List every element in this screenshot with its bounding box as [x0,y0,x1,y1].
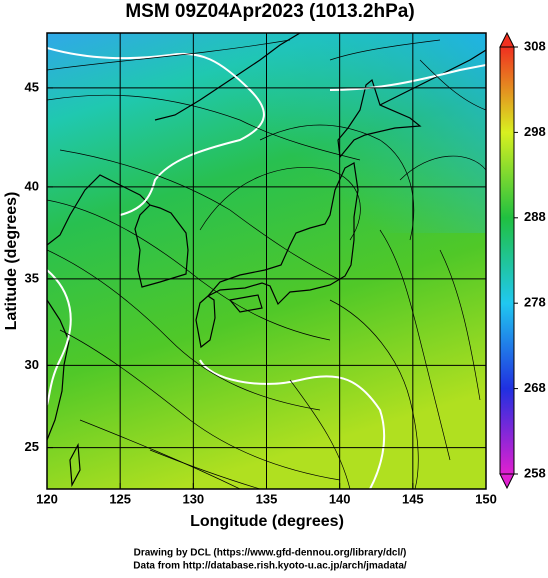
colorbar-tick-label: 298 [524,124,546,139]
isotherm [47,47,486,489]
streamline [47,39,486,489]
x-axis-label: Longitude (degrees) [190,513,344,530]
colorbar-extend [499,31,515,48]
x-tick-label: 120 [36,491,58,506]
credit: Data from http://database.rish.kyoto-u.a… [133,561,407,572]
x-tick-label: 125 [109,491,131,506]
x-tick-label: 140 [329,491,351,506]
y-tick-label: 35 [25,270,39,285]
colorbar-tick-label: 288 [524,209,546,224]
x-tick-label: 135 [256,491,278,506]
x-tick-label: 145 [402,491,424,506]
y-tick-label: 25 [25,439,39,454]
y-tick-label: 45 [25,79,39,94]
colorbar-tick-label: 308 [524,38,546,53]
chart-title: MSM 09Z04Apr2023 (1013.2hPa) [125,1,414,22]
y-tick-label: 30 [25,357,39,372]
colorbar-tick-label: 258 [524,465,546,480]
y-tick-label: 40 [25,178,39,193]
x-tick-label: 150 [475,491,497,506]
x-tick-label: 130 [182,491,204,506]
colorbar-tick-label: 268 [524,380,546,395]
colorbar [499,46,515,475]
y-axis-label: Latitude (degrees) [3,192,20,331]
colorbar-tick-label: 278 [524,295,546,310]
colorbar-extend [499,473,515,490]
credit: Drawing by DCL (https://www.gfd-dennou.o… [134,548,407,559]
